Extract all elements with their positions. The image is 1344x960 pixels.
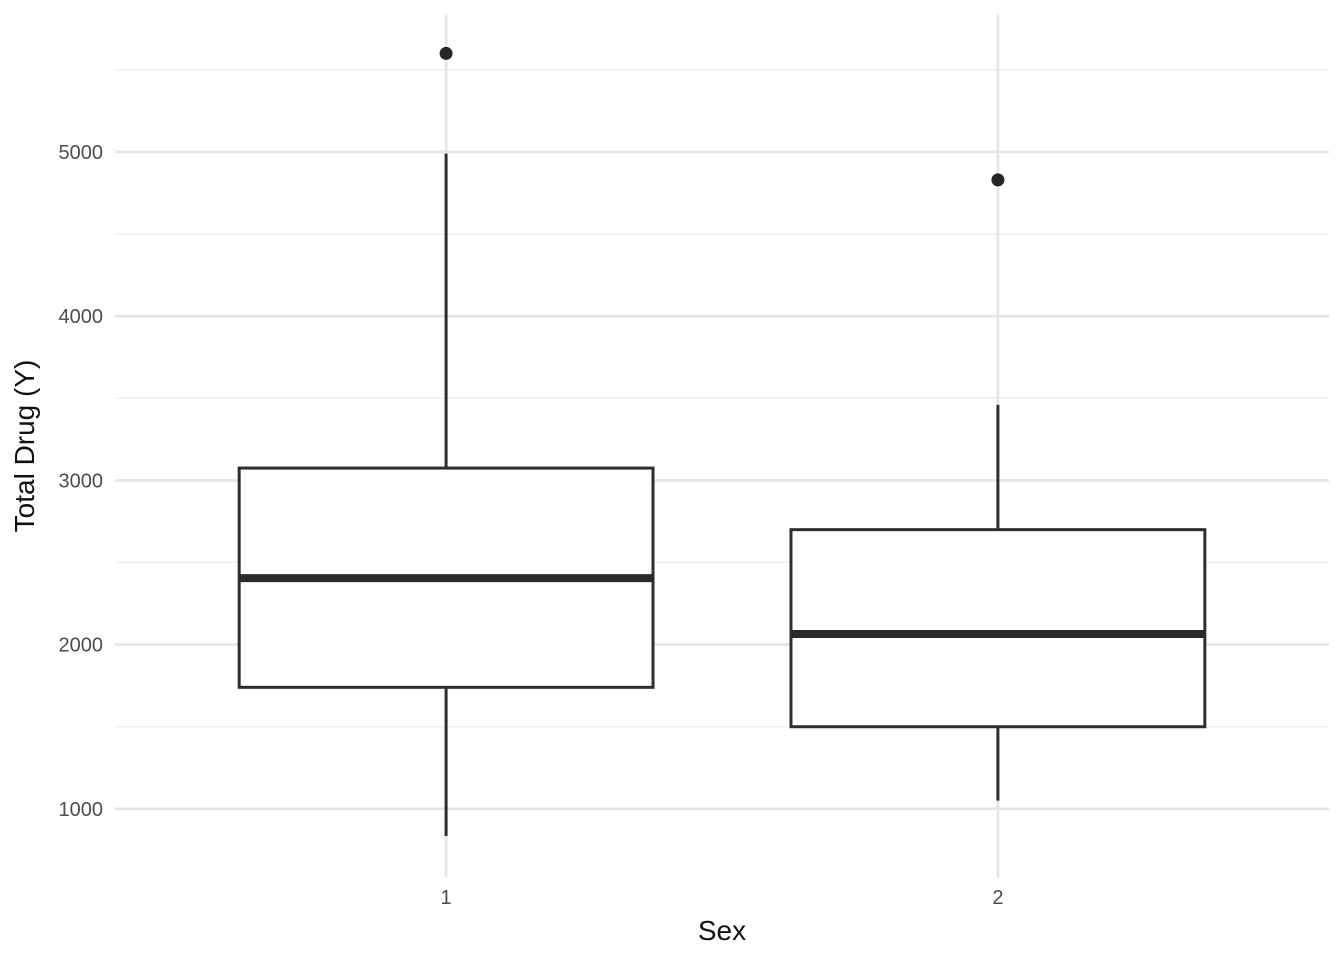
y-tick-label: 5000 (59, 142, 104, 164)
iqr-box (789, 528, 1207, 729)
outlier-point (439, 46, 453, 60)
outlier-point (991, 173, 1005, 187)
y-tick-label: 2000 (59, 635, 104, 657)
x-tick-label: 2 (992, 887, 1003, 909)
y-tick-label: 1000 (59, 799, 104, 821)
x-axis-title: Sex (697, 915, 747, 946)
y-tick-label: 3000 (59, 470, 104, 492)
y-tick-label: 4000 (59, 306, 104, 328)
x-tick-label: 1 (441, 887, 452, 909)
y-axis-title: Total Drug (Y) (9, 359, 40, 532)
